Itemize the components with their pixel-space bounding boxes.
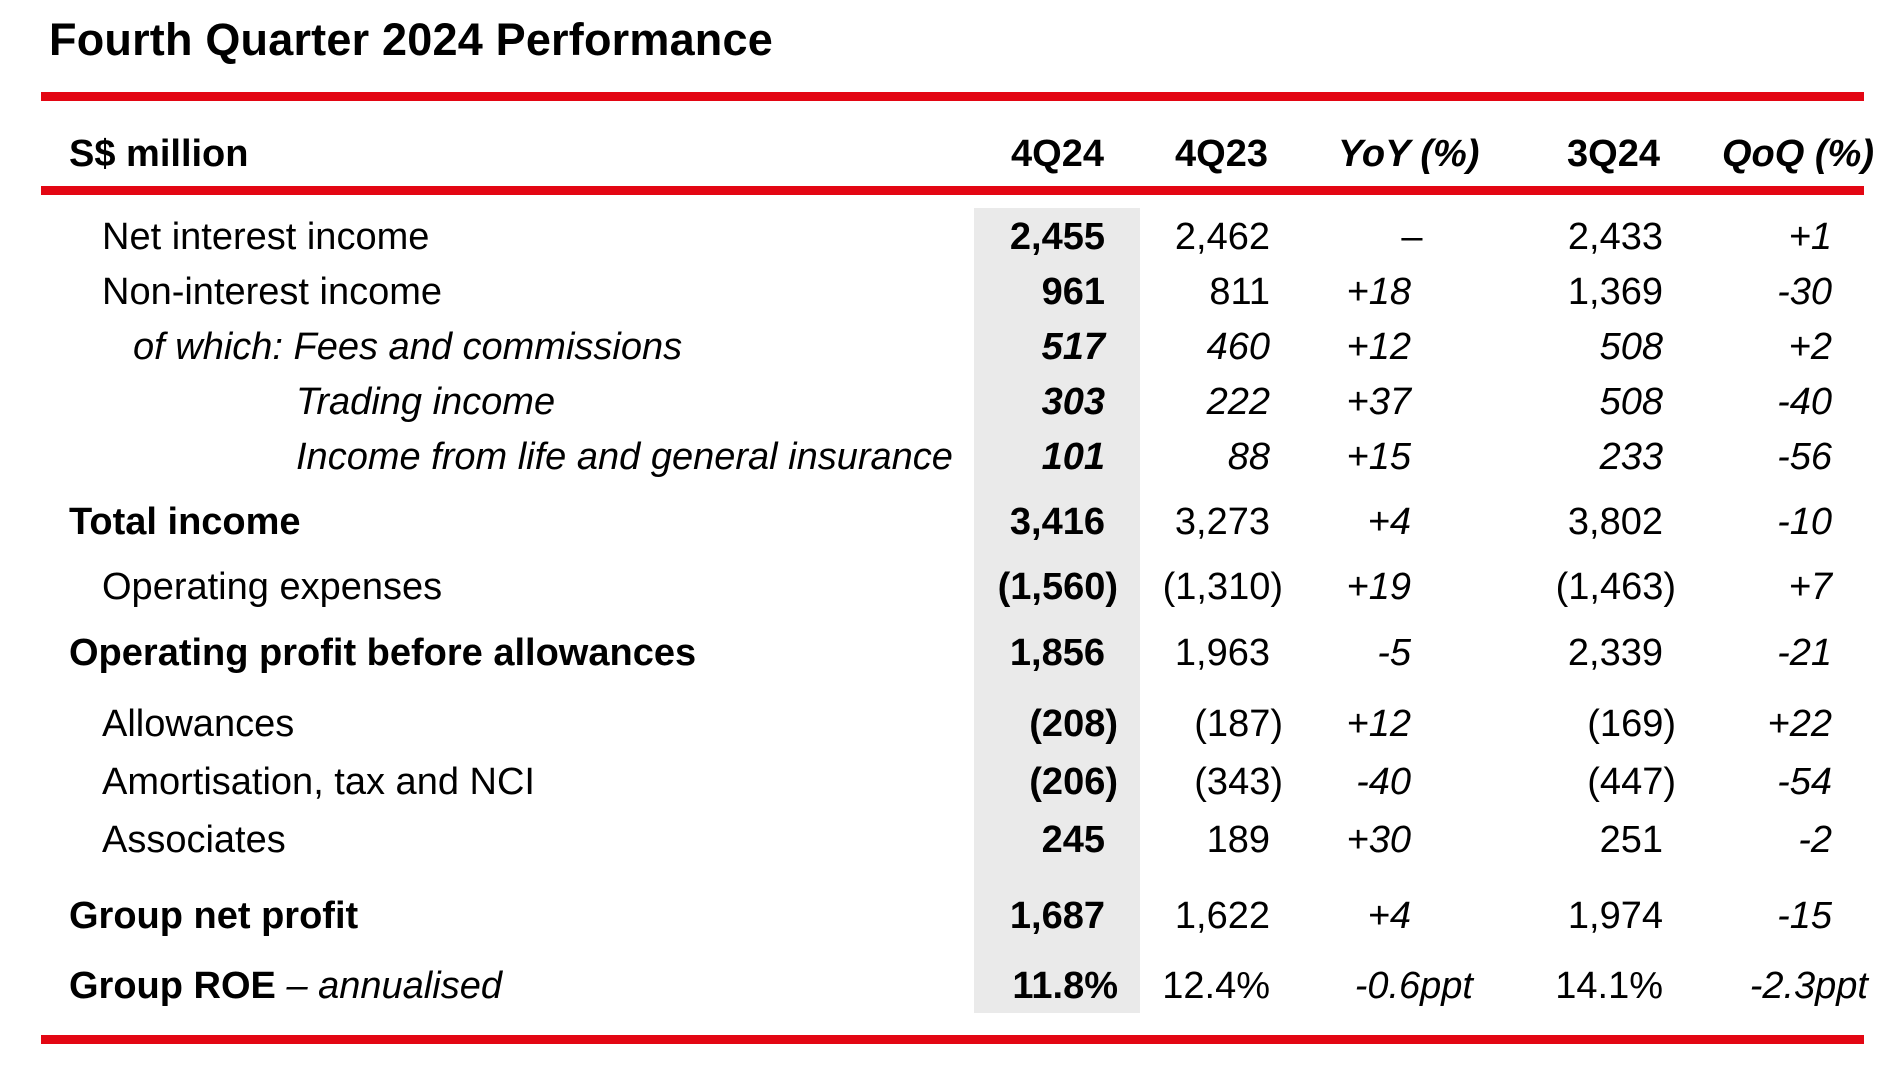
header-4q23: 4Q23 — [1175, 133, 1268, 175]
cell-4q24: (206) — [1029, 761, 1118, 803]
row-label: Operating profit before allowances — [69, 632, 697, 674]
cell-4q23: 811 — [1209, 271, 1270, 313]
cell-yoy: +37 — [1346, 381, 1411, 423]
header-divider — [41, 186, 1864, 195]
cell-4q23: 2,462 — [1174, 216, 1270, 258]
cell-3q24: 3,802 — [1567, 501, 1663, 543]
page-title: Fourth Quarter 2024 Performance — [49, 14, 773, 65]
row-label: Associates — [102, 819, 286, 861]
cell-qoq: -40 — [1777, 381, 1832, 423]
row-label: Group net profit — [69, 895, 359, 937]
header-label: S$ million — [69, 133, 249, 175]
row-label: Group ROE – annualised — [69, 967, 502, 1005]
cell-qoq: -56 — [1777, 436, 1832, 478]
cell-yoy: -5 — [1377, 632, 1411, 674]
row-label: of which: Fees and commissions — [133, 326, 683, 368]
cell-yoy: +19 — [1346, 566, 1411, 608]
bottom-divider — [41, 1035, 1864, 1044]
cell-qoq: -30 — [1777, 271, 1832, 313]
cell-qoq: -10 — [1777, 501, 1832, 543]
cell-3q24: 2,433 — [1567, 216, 1663, 258]
cell-3q24: (1,463) — [1555, 566, 1676, 608]
cell-4q23: 189 — [1206, 819, 1270, 861]
cell-4q24: (208) — [1029, 703, 1118, 745]
roe-label-suffix: – annualised — [275, 965, 502, 1007]
cell-3q24: 14.1% — [1555, 965, 1663, 1007]
row-label: Income from life and general insurance — [296, 436, 953, 478]
row-label: Net interest income — [102, 216, 430, 258]
cell-3q24: 1,974 — [1567, 895, 1663, 937]
header-qoq: QoQ (%) — [1722, 133, 1874, 175]
cell-4q24: 961 — [1041, 271, 1105, 313]
cell-4q24: 303 — [1041, 381, 1105, 423]
cell-4q23: (343) — [1194, 761, 1283, 803]
cell-qoq: -54 — [1777, 761, 1832, 803]
cell-3q24: (169) — [1587, 703, 1676, 745]
row-label: Amortisation, tax and NCI — [102, 761, 535, 803]
row-label: Total income — [69, 501, 301, 543]
row-label: Non-interest income — [102, 271, 443, 313]
cell-3q24: 251 — [1599, 819, 1663, 861]
cell-4q23: (187) — [1194, 703, 1283, 745]
current-quarter-highlight — [974, 208, 1140, 1013]
cell-3q24: (447) — [1587, 761, 1676, 803]
cell-qoq: +22 — [1767, 703, 1832, 745]
cell-yoy: +12 — [1346, 703, 1411, 745]
roe-label: Group ROE — [69, 965, 276, 1007]
cell-4q24: 2,455 — [1009, 216, 1105, 258]
cell-4q24: 11.8% — [1012, 965, 1118, 1007]
row-label: Operating expenses — [102, 566, 443, 608]
cell-yoy: +12 — [1346, 326, 1411, 368]
cell-3q24: 2,339 — [1567, 632, 1663, 674]
cell-qoq: -2.3ppt — [1749, 965, 1868, 1007]
header-3q24: 3Q24 — [1567, 133, 1660, 175]
cell-yoy: +30 — [1346, 819, 1411, 861]
cell-4q23: 3,273 — [1174, 501, 1270, 543]
cell-yoy: -0.6ppt — [1354, 965, 1473, 1007]
top-divider — [41, 92, 1864, 101]
cell-4q23: 1,622 — [1174, 895, 1270, 937]
cell-4q23: 12.4% — [1162, 965, 1270, 1007]
header-4q24: 4Q24 — [1011, 133, 1104, 175]
cell-4q23: (1,310) — [1162, 566, 1283, 608]
cell-4q24: 245 — [1041, 819, 1105, 861]
cell-yoy: -40 — [1356, 761, 1411, 803]
cell-3q24: 508 — [1599, 381, 1663, 423]
cell-4q24: 3,416 — [1009, 501, 1105, 543]
cell-4q23: 88 — [1227, 436, 1270, 478]
cell-4q23: 460 — [1206, 326, 1270, 368]
cell-4q23: 1,963 — [1174, 632, 1270, 674]
cell-qoq: -2 — [1798, 819, 1832, 861]
cell-yoy: +15 — [1346, 436, 1411, 478]
cell-qoq: +1 — [1788, 216, 1832, 258]
cell-3q24: 233 — [1599, 436, 1663, 478]
cell-3q24: 1,369 — [1567, 271, 1663, 313]
cell-4q24: 517 — [1041, 326, 1105, 368]
cell-3q24: 508 — [1599, 326, 1663, 368]
cell-qoq: +2 — [1788, 326, 1832, 368]
cell-4q24: 1,856 — [1009, 632, 1105, 674]
cell-yoy: +4 — [1367, 501, 1411, 543]
cell-4q24: 101 — [1041, 436, 1105, 478]
cell-4q24: (1,560) — [997, 566, 1118, 608]
cell-qoq: -15 — [1777, 895, 1832, 937]
header-yoy: YoY (%) — [1338, 133, 1480, 175]
cell-4q24: 1,687 — [1009, 895, 1105, 937]
cell-yoy: +18 — [1346, 271, 1411, 313]
row-label: Allowances — [102, 703, 295, 745]
cell-qoq: -21 — [1777, 632, 1832, 674]
cell-4q23: 222 — [1206, 381, 1270, 423]
cell-yoy: – — [1401, 216, 1423, 258]
row-label: Trading income — [296, 381, 556, 423]
cell-qoq: +7 — [1788, 566, 1832, 608]
cell-yoy: +4 — [1367, 895, 1411, 937]
